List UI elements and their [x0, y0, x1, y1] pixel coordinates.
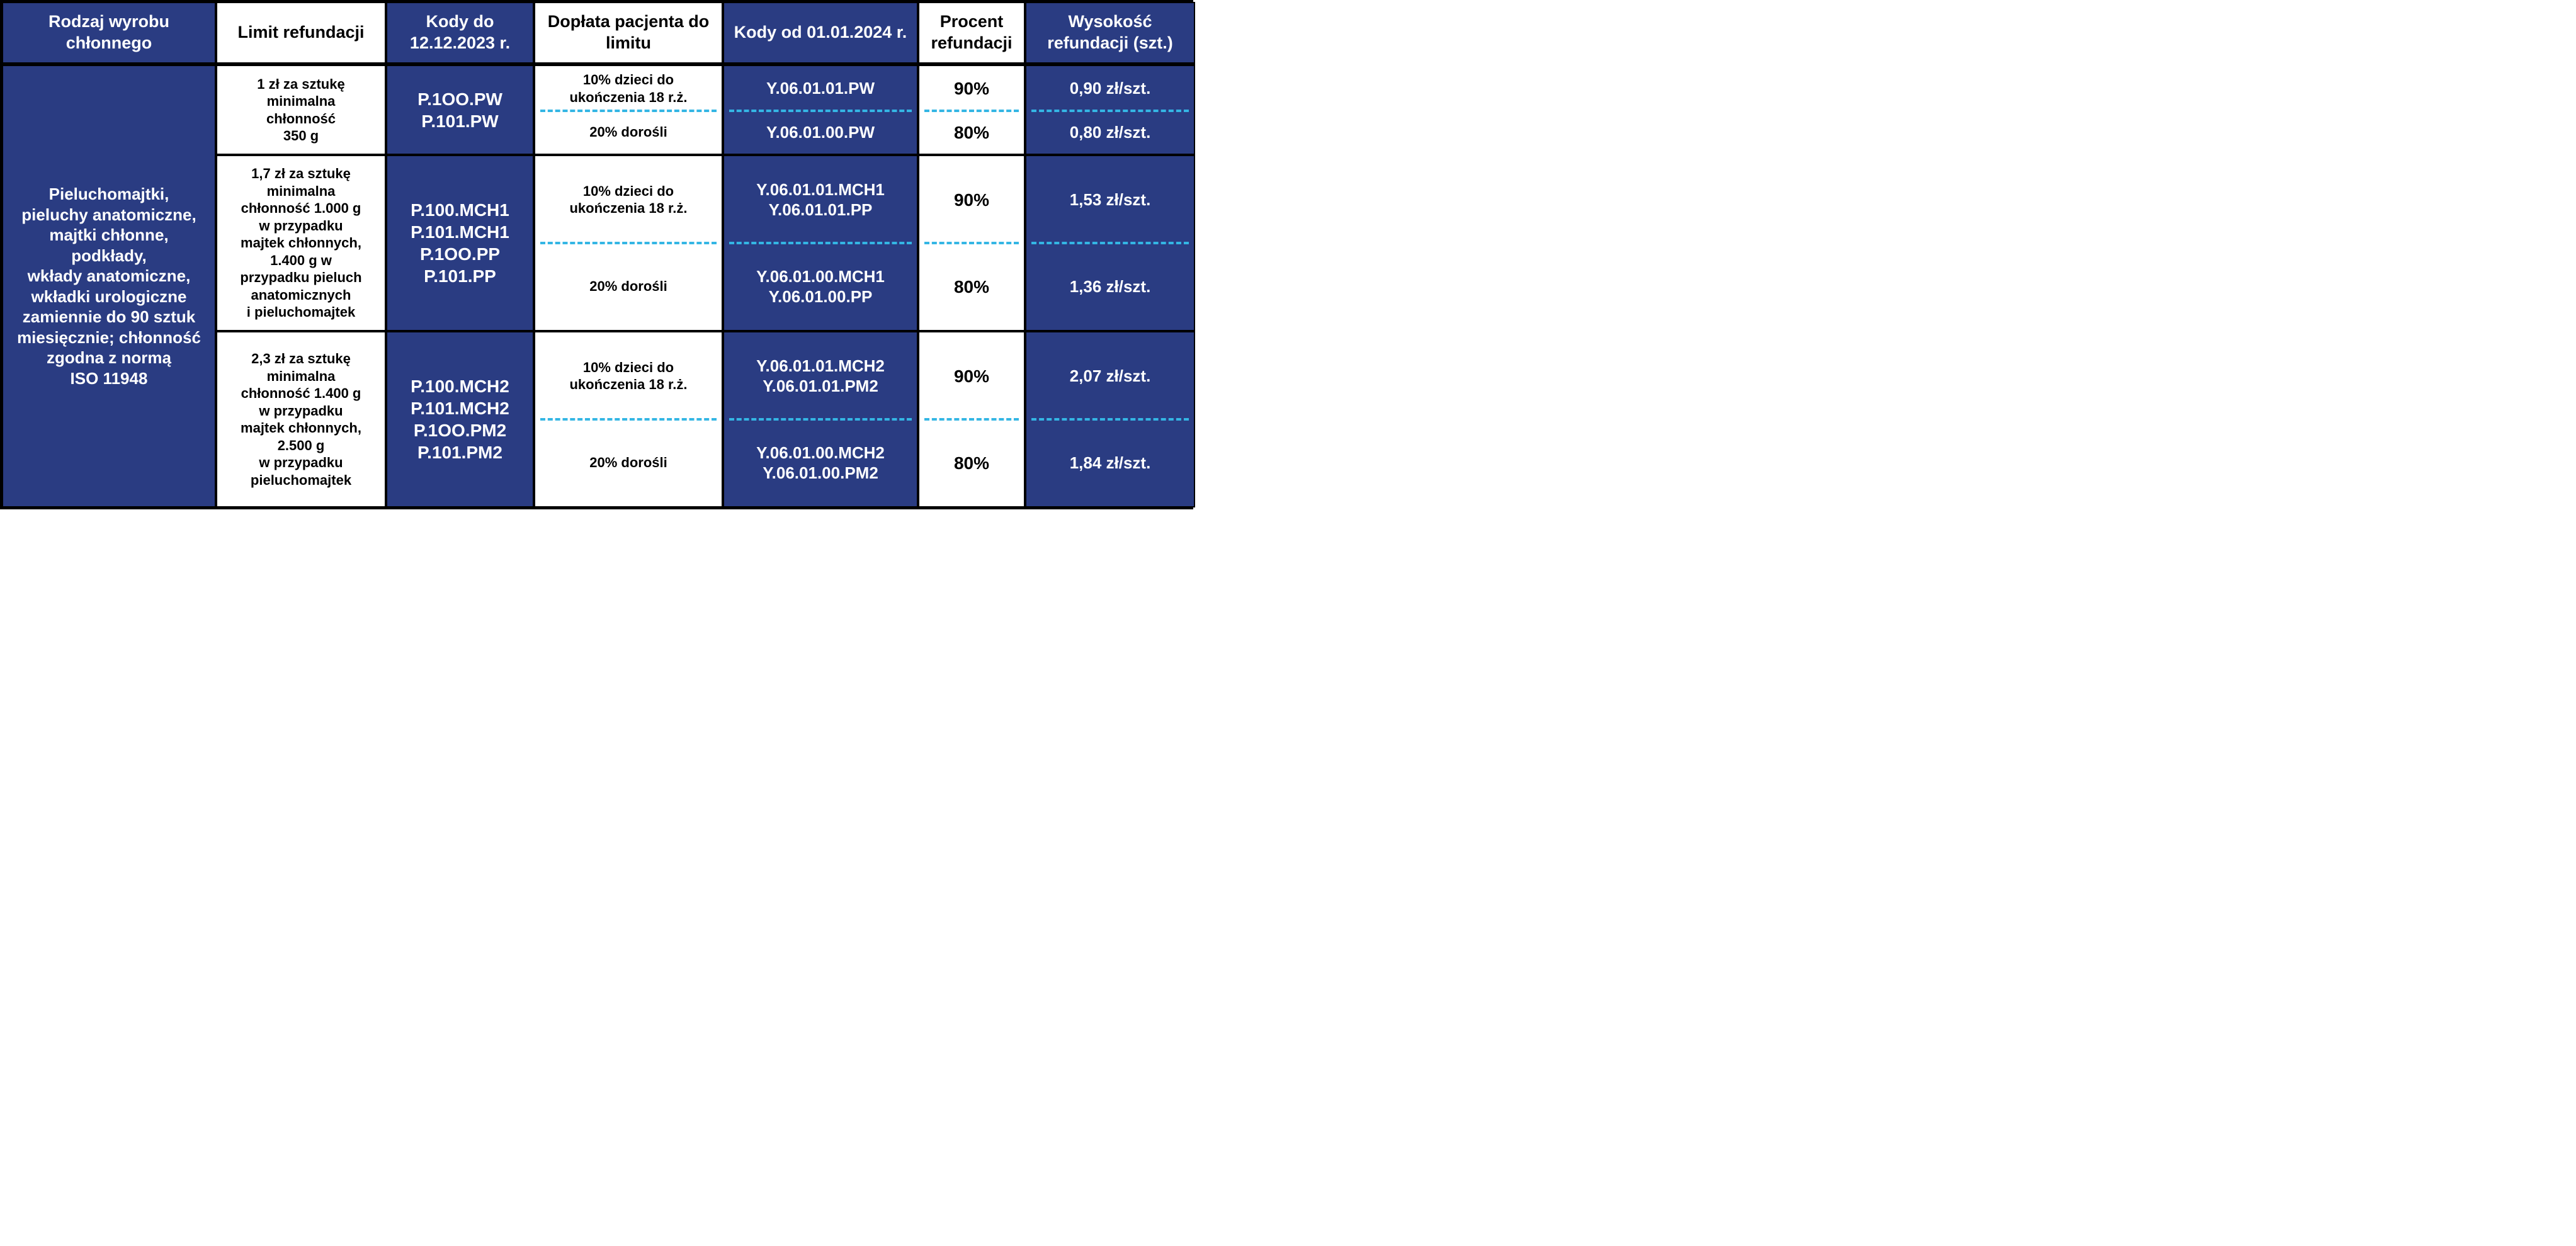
- col-header-limit: Limit refundacji: [216, 2, 386, 65]
- copay-g1-r1: 10% dzieci do ukończenia 18 r.ż.: [534, 65, 723, 111]
- limit-g2: 1,7 zł za sztukę minimalna chłonność 1.0…: [216, 155, 386, 331]
- col-header-pct: Procent refundacji: [918, 2, 1025, 65]
- pct-g1-r2: 80%: [918, 111, 1025, 155]
- copay-g2-r1: 10% dzieci do ukończenia 18 r.ż.: [534, 155, 723, 243]
- col-header-amount: Wysokość refundacji (szt.): [1025, 2, 1195, 65]
- reimbursement-table: Rodzaj wyrobu chłonnego Limit refundacji…: [0, 0, 1193, 509]
- codes-new-g3-r2: Y.06.01.00.MCH2 Y.06.01.00.PM2: [723, 419, 918, 507]
- copay-g1-r2: 20% dorośli: [534, 111, 723, 155]
- codes-old-g3: P.100.MCH2 P.101.MCH2 P.1OO.PM2 P.101.PM…: [386, 331, 534, 507]
- amt-g2-r1: 1,53 zł/szt.: [1025, 155, 1195, 243]
- codes-old-g1: P.1OO.PW P.101.PW: [386, 65, 534, 155]
- amt-g3-r2: 1,84 zł/szt.: [1025, 419, 1195, 507]
- product-type-cell: Pieluchomajtki, pieluchy anatomiczne, ma…: [2, 65, 216, 507]
- pct-g1-r1: 90%: [918, 65, 1025, 111]
- codes-new-g2-r2: Y.06.01.00.MCH1 Y.06.01.00.PP: [723, 243, 918, 331]
- col-header-codes-old: Kody do 12.12.2023 r.: [386, 2, 534, 65]
- col-header-product: Rodzaj wyrobu chłonnego: [2, 2, 216, 65]
- amt-g2-r2: 1,36 zł/szt.: [1025, 243, 1195, 331]
- codes-new-g1-r1: Y.06.01.01.PW: [723, 65, 918, 111]
- amt-g1-r1: 0,90 zł/szt.: [1025, 65, 1195, 111]
- amt-g3-r1: 2,07 zł/szt.: [1025, 331, 1195, 419]
- codes-new-g3-r1: Y.06.01.01.MCH2 Y.06.01.01.PM2: [723, 331, 918, 419]
- copay-g2-r2: 20% dorośli: [534, 243, 723, 331]
- codes-old-g2: P.100.MCH1 P.101.MCH1 P.1OO.PP P.101.PP: [386, 155, 534, 331]
- pct-g2-r1: 90%: [918, 155, 1025, 243]
- pct-g3-r1: 90%: [918, 331, 1025, 419]
- copay-g3-r2: 20% dorośli: [534, 419, 723, 507]
- codes-new-g2-r1: Y.06.01.01.MCH1 Y.06.01.01.PP: [723, 155, 918, 243]
- codes-new-g1-r2: Y.06.01.00.PW: [723, 111, 918, 155]
- amt-g1-r2: 0,80 zł/szt.: [1025, 111, 1195, 155]
- copay-g3-r1: 10% dzieci do ukończenia 18 r.ż.: [534, 331, 723, 419]
- limit-g1: 1 zł za sztukę minimalna chłonność 350 g: [216, 65, 386, 155]
- pct-g3-r2: 80%: [918, 419, 1025, 507]
- col-header-codes-new: Kody od 01.01.2024 r.: [723, 2, 918, 65]
- pct-g2-r2: 80%: [918, 243, 1025, 331]
- limit-g3: 2,3 zł za sztukę minimalna chłonność 1.4…: [216, 331, 386, 507]
- col-header-copay: Dopłata pacjenta do limitu: [534, 2, 723, 65]
